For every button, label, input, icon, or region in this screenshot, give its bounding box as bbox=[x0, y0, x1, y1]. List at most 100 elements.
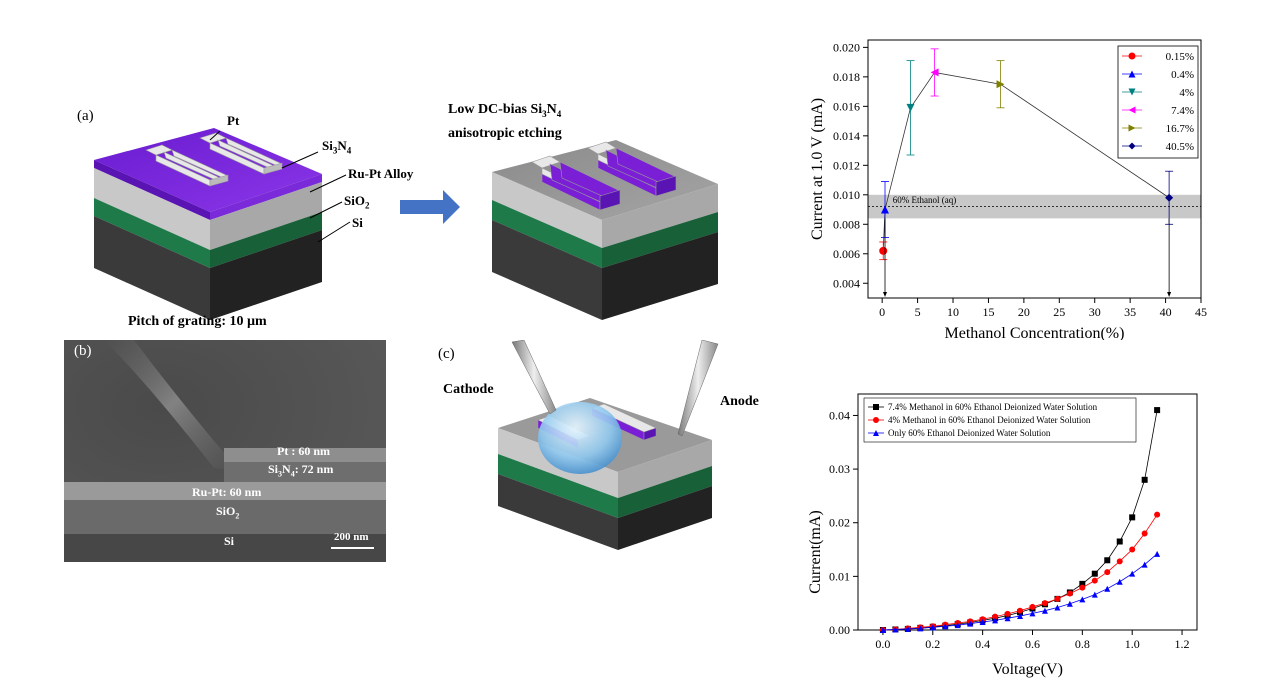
data-point bbox=[1079, 580, 1086, 587]
x-axis-label: Voltage(V) bbox=[992, 661, 1063, 678]
legend-label: Only 60% Ethanol Deionized Water Solutio… bbox=[888, 428, 1051, 438]
data-point bbox=[1066, 600, 1073, 607]
data-point bbox=[1017, 613, 1024, 620]
sem-label-sio2: SiO2 bbox=[216, 504, 240, 521]
data-point bbox=[1091, 577, 1098, 584]
sem-label-si: Si bbox=[224, 534, 235, 548]
x-tick-label: 15 bbox=[982, 305, 994, 319]
legend-label: 40.5% bbox=[1166, 141, 1194, 153]
data-point bbox=[992, 613, 999, 620]
cathode-probe bbox=[511, 340, 557, 415]
data-point bbox=[942, 623, 949, 630]
data-point bbox=[1079, 596, 1086, 603]
legend-marker bbox=[1128, 88, 1136, 96]
x-tick-label: 35 bbox=[1124, 305, 1136, 319]
legend-label: 0.15% bbox=[1166, 51, 1194, 63]
data-point bbox=[1054, 604, 1061, 611]
x-tick-label: 0.6 bbox=[1025, 637, 1040, 651]
x-axis-label: Methanol Concentration(%) bbox=[945, 325, 1125, 340]
panel-b-tag: (b) bbox=[74, 343, 92, 359]
y-tick-label: 0.012 bbox=[833, 158, 860, 172]
x-tick-label: 10 bbox=[947, 305, 959, 319]
data-point bbox=[1104, 585, 1111, 592]
chart-iv-curves: 0.0 0.2 0.4 0.6 0.8 1.0 1.2 0.00 0.01 0.02 0.03 0.0… bbox=[807, 393, 1198, 678]
cathode-label: Cathode bbox=[443, 382, 494, 397]
x-tick-label: 20 bbox=[1018, 305, 1030, 319]
legend-marker bbox=[873, 417, 879, 423]
y-tick-label: 0.014 bbox=[833, 129, 860, 143]
data-point bbox=[881, 205, 890, 214]
legend-label: 7.4% bbox=[1171, 105, 1194, 117]
x-tick-label: 0.4 bbox=[975, 637, 990, 651]
legend-label: 16.7% bbox=[1166, 123, 1194, 135]
data-point bbox=[1017, 607, 1024, 614]
panel-a-tag: (a) bbox=[77, 108, 94, 124]
legend-marker bbox=[1128, 52, 1136, 60]
y-tick-label: 0.03 bbox=[829, 462, 850, 476]
x-tick-label: 0.2 bbox=[925, 637, 940, 651]
sem-label-si3n4: Si3N4: 72 nm bbox=[268, 462, 334, 479]
label-si3n4: Si3N4 bbox=[322, 138, 352, 156]
data-point bbox=[1154, 407, 1161, 414]
data-point bbox=[1029, 603, 1036, 610]
data-point bbox=[1104, 557, 1111, 564]
process-arrow bbox=[400, 190, 460, 224]
data-point bbox=[1141, 476, 1148, 483]
y-tick-label: 0.02 bbox=[829, 516, 850, 530]
data-point bbox=[1154, 550, 1161, 557]
reference-band bbox=[868, 194, 1201, 219]
x-tick-label: 5 bbox=[915, 305, 921, 319]
data-point bbox=[929, 624, 936, 631]
data-point bbox=[992, 617, 999, 624]
sem-image bbox=[64, 340, 386, 562]
x-tick-label: 25 bbox=[1053, 305, 1065, 319]
legend-marker bbox=[1128, 106, 1136, 114]
data-point bbox=[1141, 530, 1148, 537]
legend-marker bbox=[1128, 142, 1136, 150]
label-sio2: SiO2 bbox=[344, 193, 370, 211]
etching-caption: Low DC-bias Si3N4 anisotropic etching bbox=[448, 102, 562, 141]
chart-current-vs-concentration: 60% Ethanol (aq) 0 5 10 15 20 25 30 35 40 45 0.004 0… bbox=[809, 39, 1207, 340]
drop-arrow bbox=[1167, 292, 1172, 297]
x-tick-label: 30 bbox=[1089, 305, 1101, 319]
drop-arrow bbox=[883, 292, 888, 297]
legend-marker bbox=[873, 430, 879, 436]
y-tick-label: 0.010 bbox=[833, 188, 860, 202]
legend-marker bbox=[873, 404, 879, 410]
data-point bbox=[1091, 591, 1098, 598]
data-point bbox=[1041, 600, 1048, 607]
data-point bbox=[1104, 569, 1111, 576]
data-point bbox=[1129, 514, 1136, 521]
y-tick-label: 0.01 bbox=[829, 569, 850, 583]
label-si: Si bbox=[352, 215, 363, 230]
plot-frame bbox=[857, 393, 1198, 631]
x-tick-label: 40 bbox=[1160, 305, 1172, 319]
anode-label: Anode bbox=[720, 394, 759, 409]
legend-label: 7.4% Methanol in 60% Ethanol Deionized W… bbox=[888, 402, 1098, 412]
data-point bbox=[1029, 610, 1036, 617]
series-line bbox=[882, 410, 1158, 631]
data-point bbox=[979, 618, 986, 625]
x-tick-label: 0.8 bbox=[1075, 637, 1090, 651]
y-axis-label: Current at 1.0 V (mA) bbox=[809, 98, 826, 240]
legend-label: 4% Methanol in 60% Ethanol Deionized Wat… bbox=[888, 415, 1091, 425]
measurement-schematic bbox=[498, 340, 719, 550]
y-axis-label: Current(mA) bbox=[807, 510, 824, 594]
legend-box bbox=[863, 397, 1137, 443]
data-point bbox=[1116, 578, 1123, 585]
y-tick-label: 0.016 bbox=[833, 99, 860, 113]
data-point bbox=[1165, 193, 1174, 202]
data-point bbox=[954, 622, 961, 629]
data-point bbox=[1091, 570, 1098, 577]
y-tick-label: 0.004 bbox=[833, 276, 860, 290]
sem-label-pt: Pt : 60 nm bbox=[277, 444, 330, 458]
label-pt: Pt bbox=[227, 113, 240, 128]
layered-stack-after bbox=[492, 140, 718, 320]
plot-frame bbox=[867, 39, 1202, 299]
x-tick-label: 0 bbox=[879, 305, 885, 319]
panel-c-tag: (c) bbox=[438, 346, 455, 362]
label-rupt: Ru-Pt Alloy bbox=[348, 166, 414, 181]
data-point bbox=[879, 246, 888, 255]
sem-label-rupt: Ru-Pt: 60 nm bbox=[192, 485, 262, 499]
data-point bbox=[1079, 584, 1086, 591]
